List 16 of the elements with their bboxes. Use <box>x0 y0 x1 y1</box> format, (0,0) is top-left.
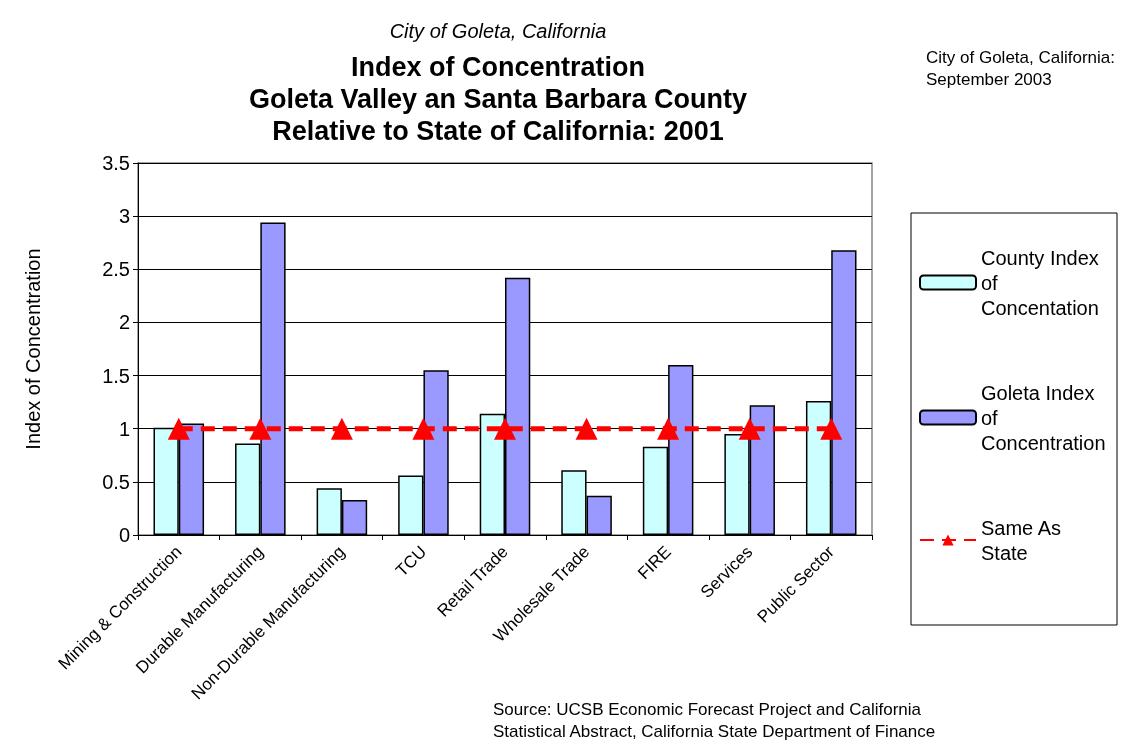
legend-label: County Index of Concentation <box>981 246 1105 319</box>
chart-subtitle: City of Goleta, California <box>389 20 607 42</box>
y-axis-title: Index of Concentration <box>22 248 44 450</box>
legend-label: Goleta Index of Concentration <box>981 381 1106 454</box>
y-tick-label: 3.5 <box>102 152 130 174</box>
y-tick-label: 1.5 <box>102 364 130 387</box>
legend-label: Same As State <box>981 516 1067 564</box>
y-tick-label: 3 <box>118 205 130 228</box>
y-tick-label: 2.5 <box>102 258 130 281</box>
chart-title: Index of Concentration Goleta Valley an Santa Barbara County Relative to State of California: 2001 <box>248 52 748 146</box>
text: City of Goleta, California: September 2003 <box>926 47 1115 89</box>
y-tick-label: 2 <box>118 311 130 334</box>
y-tick-label: 1 <box>118 417 130 440</box>
y-tick-label: 0 <box>118 524 130 546</box>
source-note: Source: UCSB Economic Forecast Project and California Statistical Abstract, California State Department of Finance <box>493 699 936 741</box>
y-tick-label: 0.5 <box>102 470 130 493</box>
